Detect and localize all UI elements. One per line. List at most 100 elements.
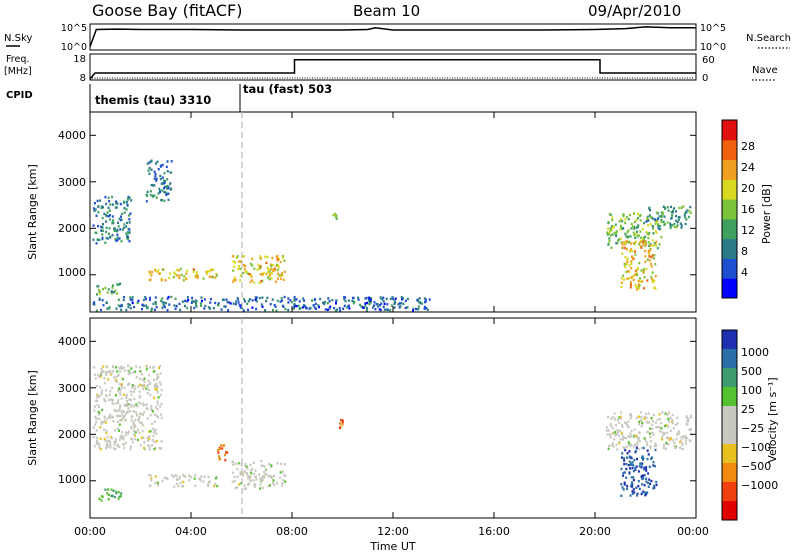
velocity-cell (640, 419, 643, 422)
velocity-cell (94, 373, 97, 376)
power-cell (159, 177, 162, 181)
velocity-cell (665, 441, 668, 445)
power-cell (166, 297, 169, 300)
velocity-cell (640, 466, 643, 469)
velocity-cell (614, 431, 617, 434)
velocity-cell (202, 480, 205, 483)
power-cell (646, 215, 649, 219)
power-cell (232, 260, 235, 263)
velocity-cell (339, 426, 341, 430)
power-cell (114, 289, 117, 292)
power-cell (224, 305, 227, 308)
power-cell (160, 277, 163, 280)
power-cell (343, 296, 346, 299)
power-cell (166, 187, 168, 190)
power-cell (206, 269, 209, 273)
nave-right-tick-bottom: 0 (702, 73, 708, 84)
velocity-cell (148, 437, 150, 441)
velocity-cell (136, 413, 138, 416)
power-cell (342, 307, 345, 310)
power-cell (277, 264, 280, 267)
velocity-cell (119, 389, 122, 392)
power-cell (659, 228, 662, 231)
power-cell (635, 219, 638, 222)
velocity-cell (637, 484, 640, 488)
velocity-colorbar (722, 330, 737, 521)
velocity-cell (141, 424, 144, 427)
velocity-cell (610, 425, 613, 428)
velocity-cell (117, 497, 120, 500)
power-cell (637, 217, 639, 220)
beam-title: Beam 10 (353, 2, 420, 20)
power-cell (645, 267, 648, 271)
velocity-cell (142, 436, 145, 439)
velocity-cell (645, 477, 648, 480)
power-cell (620, 241, 623, 244)
velocity-cell (239, 471, 242, 474)
power-ytick-3000: 3000 (58, 176, 86, 189)
velocity-cell (639, 411, 642, 414)
velocity-cell (666, 431, 669, 435)
power-cell (170, 295, 173, 299)
power-cell (94, 208, 97, 211)
power-cell (179, 308, 182, 312)
power-cell (660, 219, 663, 222)
velocity-cell (607, 447, 610, 450)
power-cell (116, 202, 119, 205)
power-cell (326, 302, 329, 305)
power-cell (180, 273, 183, 277)
power-cell (169, 182, 172, 185)
velocity-cell (237, 462, 240, 465)
power-cell (643, 276, 646, 279)
power-cell (626, 248, 629, 251)
velocity-cell (231, 460, 234, 463)
velocity-cell (676, 416, 679, 419)
power-cell (119, 282, 122, 285)
power-cell (421, 302, 423, 305)
velocity-cell (681, 442, 684, 445)
power-cell (97, 224, 99, 228)
velocity-cell (641, 491, 644, 494)
velocity-cell (646, 491, 649, 494)
power-cbar-tick-16: 16 (741, 203, 755, 216)
power-cell (302, 306, 305, 309)
velocity-cell (284, 480, 287, 483)
velocity-cell (105, 389, 107, 392)
velocity-cell (118, 495, 121, 498)
power-cell (678, 206, 681, 210)
velocity-cell (160, 447, 163, 450)
power-cell (270, 277, 273, 280)
power-cell (272, 263, 275, 267)
power-cell (279, 260, 282, 264)
power-cell (649, 248, 652, 252)
velocity-cell (143, 380, 146, 384)
power-cell (620, 277, 623, 280)
power-cell (273, 303, 276, 307)
power-cell (152, 302, 155, 306)
velocity-cell (129, 445, 132, 448)
velocity-cell (143, 448, 146, 451)
velocity-cell (93, 409, 96, 412)
power-cell (110, 292, 113, 295)
velocity-cell (177, 484, 180, 488)
power-cell (385, 297, 388, 301)
velocity-cbar-tick-100: 100 (741, 384, 762, 397)
velocity-cell (634, 468, 637, 471)
velocity-cell (114, 439, 117, 443)
power-cell (106, 211, 109, 214)
velocity-cell (152, 431, 155, 434)
velocity-cell (137, 418, 140, 422)
power-cell (625, 240, 628, 243)
velocity-cell (642, 458, 644, 461)
velocity-cell (159, 383, 162, 386)
velocity-cell (660, 427, 663, 430)
power-cell (282, 256, 285, 259)
power-cell (386, 308, 389, 311)
power-cell (161, 182, 164, 185)
velocity-cell (106, 371, 109, 374)
velocity-cell (123, 410, 125, 413)
power-cell (96, 238, 99, 241)
velocity-cell (626, 487, 628, 490)
velocity-cell (134, 431, 137, 434)
velocity-cell (117, 399, 120, 402)
